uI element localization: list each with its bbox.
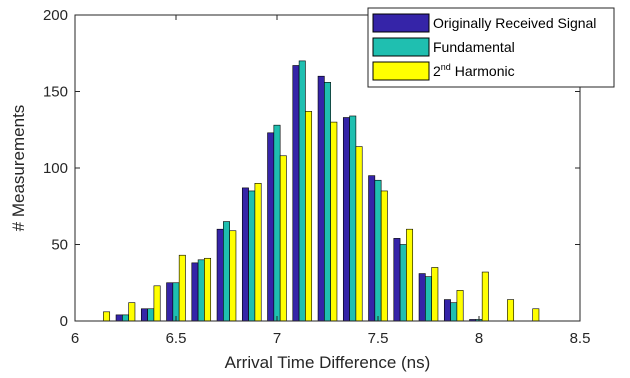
bar-series0-bin10: [342, 117, 350, 322]
legend-swatch-originally-received: [372, 13, 430, 33]
bar-series2-bin6: [254, 183, 262, 322]
bar-series2-bin8: [305, 111, 313, 322]
axis-ticks: 6 6.5 7 7.5 8 8.5 0 50 100 150 200: [43, 7, 590, 347]
bar-series2-bin16: [507, 299, 515, 322]
y-tick-label: 100: [43, 160, 68, 177]
y-axis-label: # Measurements: [9, 105, 28, 232]
legend-swatch-fundamental: [372, 37, 430, 57]
x-tick-label: 6.5: [166, 330, 187, 347]
bar-series2-bin4: [204, 257, 212, 322]
bar-series1-bin12: [399, 244, 407, 322]
legend-label-2nd-harmonic-rest: Harmonic: [451, 63, 515, 79]
bar-series2-bin1: [128, 302, 136, 322]
x-tick-label: 8: [475, 330, 483, 347]
bar-series2-bin7: [279, 155, 287, 322]
bar-series2-bin17: [532, 308, 540, 322]
bar-series0-bin2: [140, 308, 148, 322]
bar-series1-bin3: [172, 282, 180, 322]
bar-series1-bin7: [273, 124, 281, 322]
bar-series1-bin2: [147, 308, 155, 322]
legend-label-2nd-harmonic: 2nd Harmonic: [433, 62, 515, 79]
bar-series0-bin9: [317, 75, 325, 322]
bar-series2-bin5: [229, 230, 237, 322]
bar-series2-bin13: [431, 267, 439, 322]
bar-series0-bin12: [393, 238, 401, 322]
bar-series0-bin4: [191, 262, 199, 322]
x-axis-label: Arrival Time Difference (ns): [225, 353, 431, 372]
y-tick-label: 50: [51, 237, 68, 254]
bar-series0-bin14: [443, 299, 451, 322]
legend-label-2nd-harmonic-sup: nd: [441, 62, 451, 72]
x-tick-label: 8.5: [570, 330, 591, 347]
bar-series0-bin1: [115, 314, 123, 322]
bar-group: [103, 60, 540, 322]
bar-series2-bin0: [103, 311, 111, 322]
y-tick-label: 150: [43, 84, 68, 101]
bar-series1-bin9: [324, 82, 331, 322]
bar-series2-bin10: [355, 146, 363, 322]
bar-series2-bin15: [481, 271, 489, 322]
bar-series1-bin13: [425, 276, 432, 322]
legend: Originally Received Signal Fundamental 2…: [367, 7, 615, 88]
bar-series2-bin12: [406, 228, 414, 322]
bar-series2-bin3: [178, 254, 186, 322]
x-tick-label: 7: [273, 330, 281, 347]
bar-series0-bin11: [368, 175, 376, 322]
bar-series0-bin8: [292, 65, 300, 322]
bar-series1-bin5: [223, 221, 230, 322]
bar-series2-bin2: [153, 285, 161, 322]
legend-label-2nd-harmonic-number: 2: [433, 63, 441, 79]
y-tick-label: 0: [60, 313, 68, 330]
bar-series1-bin1: [122, 314, 129, 322]
bar-series1-bin8: [298, 60, 306, 322]
bar-series1-bin10: [349, 115, 357, 322]
bar-series1-bin14: [450, 302, 458, 322]
bar-series2-bin14: [456, 290, 464, 322]
bar-series2-bin11: [380, 190, 388, 322]
bar-series0-bin6: [241, 187, 249, 322]
bar-series0-bin7: [267, 132, 275, 322]
bar-series2-bin9: [330, 121, 338, 322]
bar-series0-bin5: [216, 228, 224, 322]
legend-label-fundamental: Fundamental: [433, 39, 515, 55]
legend-swatch-2nd-harmonic: [372, 61, 430, 81]
bar-series0-bin3: [166, 282, 174, 322]
legend-label-originally-received: Originally Received Signal: [433, 15, 596, 31]
bar-series1-bin11: [374, 179, 382, 322]
x-tick-label: 7.5: [368, 330, 389, 347]
y-tick-label: 200: [43, 7, 68, 24]
bar-series1-bin4: [197, 259, 205, 322]
bar-series1-bin6: [248, 190, 256, 322]
x-tick-label: 6: [71, 330, 79, 347]
bar-series0-bin13: [418, 273, 426, 322]
